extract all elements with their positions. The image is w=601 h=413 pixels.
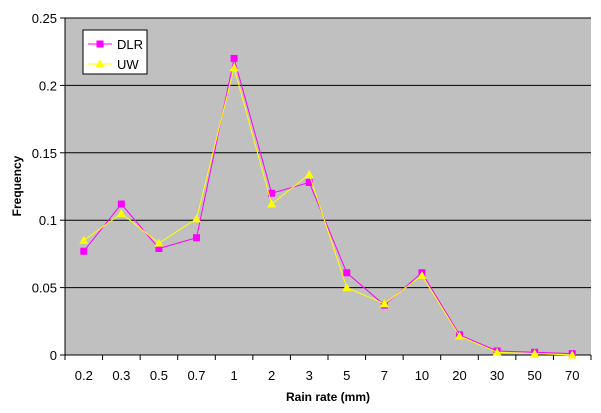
- y-tick-label: 0.05: [32, 281, 57, 296]
- series-layer: [79, 54, 577, 359]
- uw-data-point: [379, 299, 389, 308]
- y-tick-label: 0.1: [39, 213, 57, 228]
- x-tick-label: 0.3: [112, 368, 130, 383]
- x-axis-ticks: 0.2 0.3 0.5 0.7 1 2 3 5 7 10 20 30 50 70: [64, 355, 592, 383]
- x-tick-label: 1: [230, 368, 237, 383]
- dlr-data-point: [117, 200, 125, 208]
- x-tick-label: 0.7: [187, 368, 205, 383]
- x-axis-title: Rain rate (mm): [286, 390, 370, 404]
- y-axis-title: Frequency: [10, 155, 24, 216]
- dlr-data-point: [343, 269, 351, 277]
- uw-data-point: [304, 169, 314, 178]
- dlr-data-point: [305, 178, 313, 186]
- legend-label-dlr: DLR: [117, 37, 143, 52]
- uw-series-line: [83, 65, 573, 356]
- uw-data-point: [567, 350, 577, 359]
- uw-data-point: [116, 208, 126, 217]
- x-tick-label: 20: [452, 368, 466, 383]
- x-tick-label: 2: [268, 368, 275, 383]
- uw-data-point: [154, 238, 164, 247]
- x-tick-label: 70: [565, 368, 579, 383]
- x-tick-label: 50: [527, 368, 541, 383]
- y-tick-label: 0.25: [32, 11, 57, 26]
- x-tick-label: 5: [343, 368, 350, 383]
- plot-area: [65, 18, 591, 355]
- x-tick-label: 0.2: [75, 368, 93, 383]
- dlr-data-point: [80, 247, 88, 255]
- x-tick-label: 10: [415, 368, 429, 383]
- x-tick-label: 0.5: [150, 368, 168, 383]
- uw-data-point: [342, 283, 352, 292]
- uw-data-point: [492, 347, 502, 356]
- dlr-data-point: [193, 234, 200, 242]
- uw-data-point: [229, 63, 239, 72]
- dlr-data-point: [230, 54, 238, 62]
- uw-data-point: [192, 214, 201, 223]
- legend-marker-dlr: [96, 40, 104, 48]
- uw-data-point: [455, 331, 464, 340]
- uw-data-point: [79, 235, 89, 244]
- y-axis-ticks: 0 0.05 0.1 0.15 0.2 0.25: [32, 11, 65, 363]
- x-tick-label: 3: [306, 368, 313, 383]
- legend: DLR UW: [82, 29, 148, 75]
- x-tick-label: 30: [490, 368, 504, 383]
- uw-series: [79, 63, 577, 359]
- uw-data-point: [417, 270, 427, 279]
- y-tick-label: 0: [50, 348, 57, 363]
- legend-label-uw: UW: [117, 57, 139, 72]
- legend-box: [82, 29, 148, 75]
- x-tick-label: 7: [381, 368, 388, 383]
- dlr-series-line: [83, 58, 573, 355]
- gridlines: [65, 17, 591, 289]
- y-tick-label: 0.2: [39, 78, 57, 93]
- y-tick-label: 0.15: [32, 146, 57, 161]
- dlr-data-point: [268, 189, 276, 197]
- legend-marker-uw: [95, 59, 105, 68]
- uw-data-point: [267, 199, 277, 208]
- dlr-data-point: [155, 245, 163, 253]
- uw-data-point: [530, 349, 540, 358]
